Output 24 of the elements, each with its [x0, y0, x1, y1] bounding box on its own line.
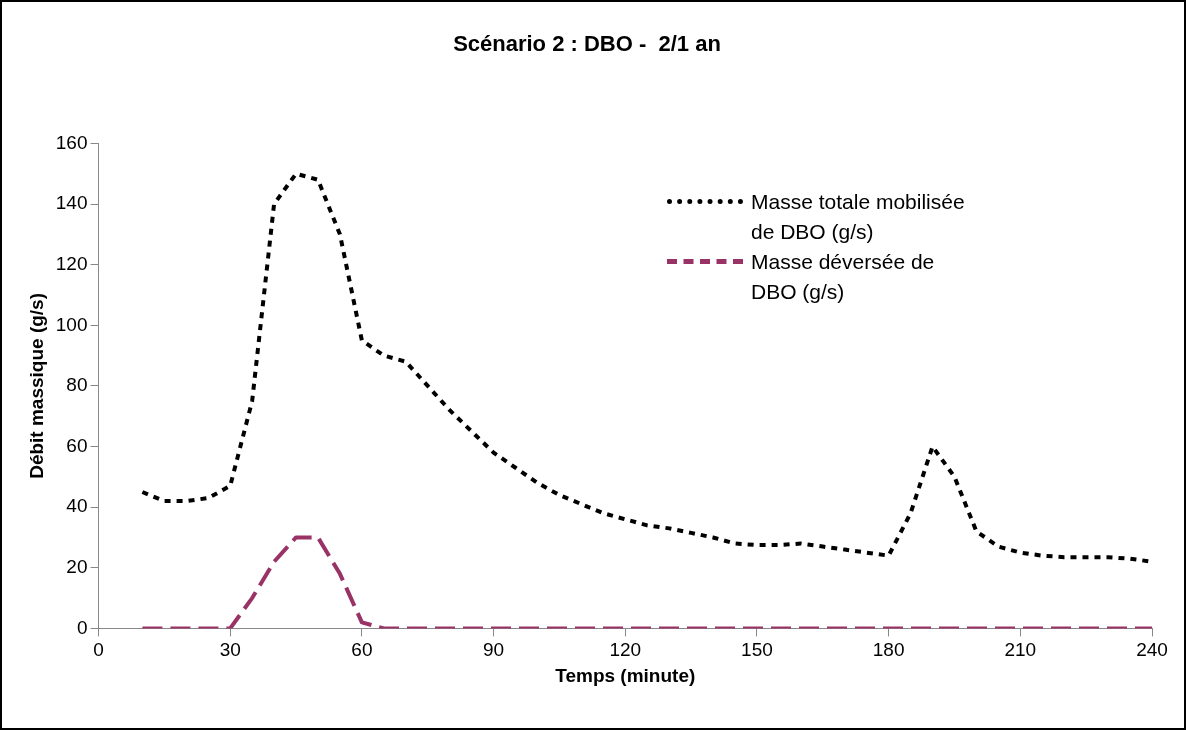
x-tick-label: 0	[93, 639, 104, 661]
x-tick-label: 210	[1004, 639, 1037, 661]
legend-label: Masse déversée de DBO (g/s)	[751, 249, 936, 305]
y-tick-label: 160	[55, 131, 88, 153]
y-tick-label: 20	[66, 556, 88, 578]
x-tick-label: 150	[741, 639, 773, 661]
x-tick-label: 90	[482, 639, 505, 661]
x-axis-title: Temps (minute)	[555, 664, 696, 686]
x-tick-label: 180	[872, 639, 905, 661]
y-axis-title: Débit massique (g/s)	[25, 292, 47, 479]
y-tick-label: 40	[66, 495, 88, 517]
y-tick-label: 120	[55, 252, 88, 274]
y-tick-label: 100	[55, 313, 88, 335]
legend-label: Masse totale mobilisée de DBO (g/s)	[751, 189, 966, 245]
x-tick-label: 120	[609, 639, 642, 661]
x-tick-label: 60	[351, 639, 373, 661]
x-tick-label: 30	[219, 639, 241, 661]
y-tick-label: 0	[76, 616, 88, 638]
y-tick-label: 80	[66, 374, 88, 396]
y-tick-label: 60	[66, 434, 88, 456]
line-series	[140, 535, 1152, 629]
chart-title: Scénario 2 : DBO - 2/1 an	[453, 31, 721, 57]
x-tick-label: 240	[1136, 639, 1168, 661]
y-tick-label: 140	[55, 192, 88, 214]
